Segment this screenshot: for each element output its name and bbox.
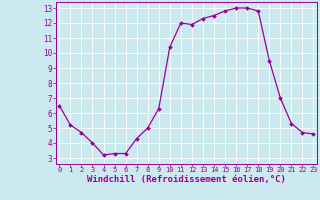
X-axis label: Windchill (Refroidissement éolien,°C): Windchill (Refroidissement éolien,°C)	[87, 175, 286, 184]
